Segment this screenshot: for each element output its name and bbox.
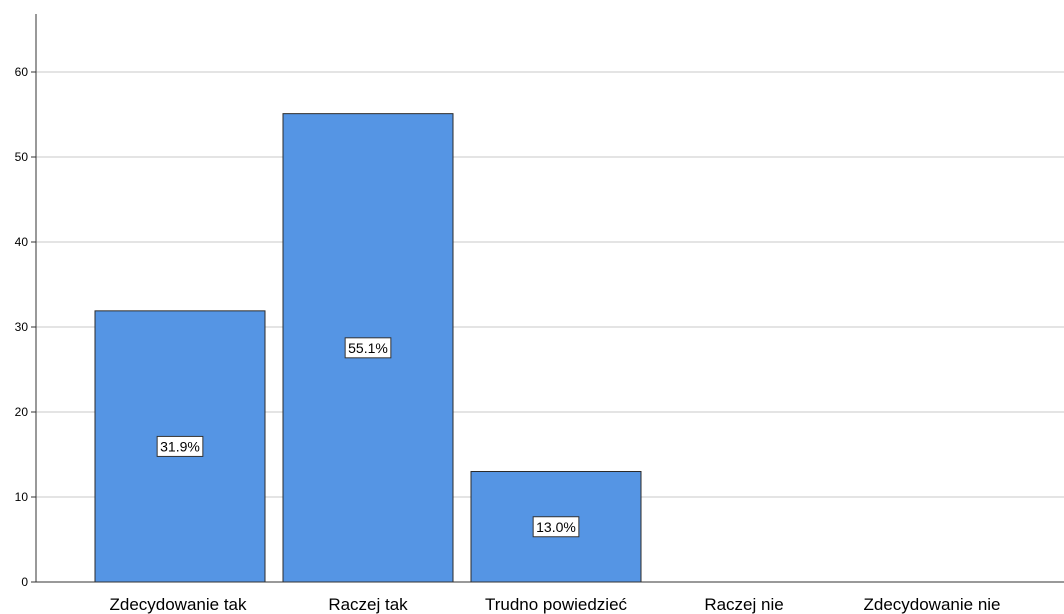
- data-label: 55.1%: [344, 337, 392, 359]
- y-tick-label: 60: [15, 65, 29, 79]
- data-label: 13.0%: [532, 516, 580, 538]
- data-label-text: 55.1%: [348, 340, 388, 356]
- data-labels: 31.9% 55.1% 13.0%: [156, 337, 580, 538]
- y-tick-label: 50: [15, 150, 29, 164]
- category-labels: Zdecydowanie tak Raczej tak Trudno powiedz…: [109, 595, 1000, 614]
- y-tick-label: 40: [15, 235, 29, 249]
- y-tick-label: 0: [21, 575, 28, 589]
- data-label-text: 13.0%: [536, 519, 576, 535]
- category-label: Zdecydowanie tak: [109, 595, 247, 614]
- y-tick-labels: 0 10 20 30 40 50 60: [15, 65, 29, 589]
- data-label-text: 31.9%: [160, 438, 200, 454]
- data-label-box: [532, 516, 580, 538]
- category-label: Raczej nie: [704, 595, 783, 614]
- data-label-box: [344, 337, 392, 359]
- axes: [31, 14, 1064, 583]
- category-label: Trudno powiedzieć: [485, 595, 628, 614]
- data-label: 31.9%: [156, 435, 204, 457]
- y-tick-label: 10: [15, 490, 29, 504]
- category-label: Zdecydowanie nie: [863, 595, 1000, 614]
- y-tick-label: 20: [15, 405, 29, 419]
- category-label: Raczej tak: [328, 595, 408, 614]
- data-label-box: [156, 435, 204, 457]
- y-tick-label: 30: [15, 320, 29, 334]
